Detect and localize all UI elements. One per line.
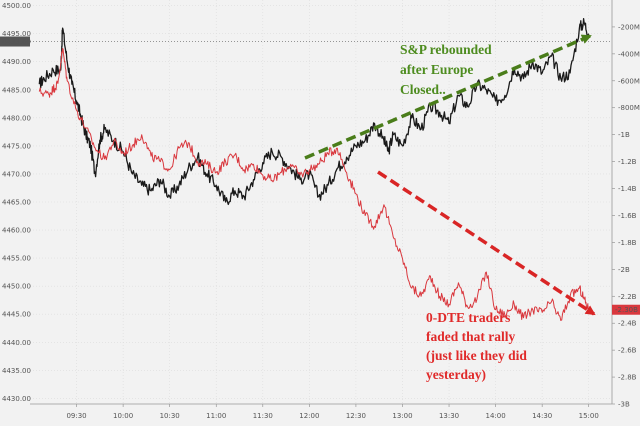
left-tick-label: 4460.00 bbox=[2, 227, 31, 235]
x-tick-label: 12:30 bbox=[346, 412, 366, 420]
current-delta-label: -2.30B bbox=[615, 306, 638, 314]
right-tick-label: -1.8B bbox=[618, 239, 637, 247]
left-tick-label: 4455.00 bbox=[2, 255, 31, 263]
x-tick-label: 13:30 bbox=[439, 412, 459, 420]
left-tick-label: 4485.00 bbox=[2, 86, 31, 94]
x-tick-label: 09:30 bbox=[66, 412, 86, 420]
current-price-marker: 4493.60 bbox=[0, 36, 31, 47]
gridlines bbox=[30, 0, 612, 404]
left-tick-label: 4480.00 bbox=[2, 114, 31, 122]
x-tick-label: 15:00 bbox=[579, 412, 599, 420]
right-tick-label: -1.6B bbox=[618, 212, 637, 220]
series-line-sp500 bbox=[38, 18, 590, 206]
left-tick-label: 4445.00 bbox=[2, 311, 31, 319]
x-tick-label: 14:00 bbox=[486, 412, 506, 420]
x-tick-label: 10:00 bbox=[113, 412, 133, 420]
right-tick-label: -2.2B bbox=[618, 293, 637, 301]
left-tick-label: 4495.00 bbox=[2, 30, 31, 38]
left-tick-label: 4465.00 bbox=[2, 199, 31, 207]
right-tick-label: -2.8B bbox=[618, 374, 637, 382]
right-axis: -200M -400M -600M -800M -1B -1.2B -1.4B -1.6B -1… bbox=[611, 0, 640, 409]
series-line-0dte-delta bbox=[38, 48, 590, 321]
current-delta-marker: -2.30B bbox=[612, 304, 640, 315]
x-axis: 09:30 10:00 10:30 11:00 11:30 12:00 12:30 13:00… bbox=[30, 403, 612, 420]
annotation-rebound: S&P rebounded after Europe Closed.. bbox=[400, 42, 495, 97]
right-tick-label: -2B bbox=[618, 266, 630, 274]
x-tick-label: 11:30 bbox=[253, 412, 273, 420]
x-tick-label: 10:30 bbox=[160, 412, 180, 420]
right-tick-label: -1.4B bbox=[618, 185, 637, 193]
left-tick-label: 4440.00 bbox=[2, 339, 31, 347]
x-tick-label: 13:00 bbox=[392, 412, 412, 420]
left-tick-label: 4430.00 bbox=[2, 395, 31, 403]
right-tick-label: -2.6B bbox=[618, 347, 637, 355]
right-tick-label: -200M bbox=[618, 23, 640, 31]
x-tick-label: 12:00 bbox=[299, 412, 319, 420]
left-tick-label: 4500.00 bbox=[2, 2, 31, 10]
right-tick-label: -1B bbox=[618, 131, 630, 139]
current-price-label: 4493.60 bbox=[2, 38, 31, 46]
right-tick-label: -400M bbox=[618, 50, 640, 58]
trend-arrow-down bbox=[377, 170, 596, 316]
right-tick-label: -800M bbox=[618, 104, 640, 112]
right-tick-label: -600M bbox=[618, 77, 640, 85]
left-tick-label: 4435.00 bbox=[2, 367, 31, 375]
left-tick-label: 4450.00 bbox=[2, 283, 31, 291]
trend-arrow-up bbox=[304, 34, 592, 160]
x-tick-label: 14:30 bbox=[532, 412, 552, 420]
left-tick-label: 4475.00 bbox=[2, 142, 31, 150]
current-price-badge bbox=[0, 36, 30, 47]
series-group bbox=[38, 18, 590, 321]
left-tick-label: 4490.00 bbox=[2, 58, 31, 66]
right-tick-label: -3B bbox=[618, 401, 630, 409]
current-delta-badge bbox=[612, 304, 640, 315]
left-tick-label: 4470.00 bbox=[2, 170, 31, 178]
x-tick-label: 11:00 bbox=[206, 412, 226, 420]
right-tick-label: -2.4B bbox=[618, 320, 637, 328]
left-axis: 4500.00 4495.00 4490.00 4485.00 4480.00 4475.… bbox=[2, 2, 31, 403]
right-tick-label: -1.2B bbox=[618, 158, 637, 166]
annotation-faded: 0-DTE traders faded that rally (just lik… bbox=[426, 310, 530, 382]
